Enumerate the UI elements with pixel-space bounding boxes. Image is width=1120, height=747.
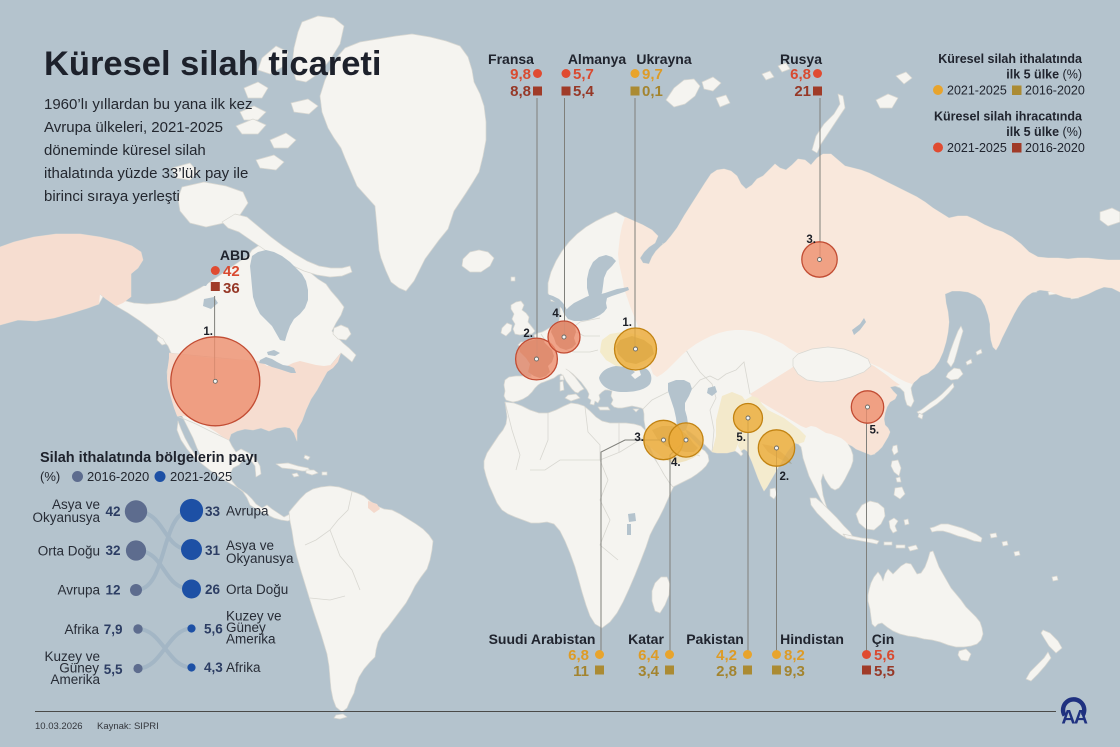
svg-text:Kuzey ve: Kuzey ve bbox=[226, 609, 282, 624]
svg-text:11: 11 bbox=[573, 663, 589, 680]
svg-text:Okyanusya: Okyanusya bbox=[226, 551, 294, 566]
svg-text:2021-2025: 2021-2025 bbox=[947, 84, 1007, 98]
svg-text:Rusya: Rusya bbox=[780, 51, 822, 67]
svg-text:12: 12 bbox=[105, 583, 120, 598]
svg-text:Almanya: Almanya bbox=[568, 51, 627, 67]
svg-text:5,5: 5,5 bbox=[104, 662, 123, 677]
svg-text:Asya ve: Asya ve bbox=[226, 538, 274, 553]
svg-text:3.: 3. bbox=[806, 234, 816, 246]
svg-text:5,4: 5,4 bbox=[573, 83, 595, 100]
svg-text:9,3: 9,3 bbox=[784, 663, 805, 680]
svg-text:5.: 5. bbox=[870, 425, 880, 437]
svg-text:2.: 2. bbox=[780, 471, 790, 483]
svg-text:Avrupa: Avrupa bbox=[57, 583, 100, 598]
svg-text:ilk 5 ülke (%): ilk 5 ülke (%) bbox=[1006, 68, 1082, 82]
svg-text:21: 21 bbox=[794, 83, 811, 100]
svg-text:4.: 4. bbox=[552, 308, 562, 320]
svg-text:Küresel silah ithalatında: Küresel silah ithalatında bbox=[938, 52, 1083, 66]
svg-text:3.: 3. bbox=[634, 432, 644, 444]
svg-text:2,8: 2,8 bbox=[716, 663, 737, 680]
svg-text:Afrika: Afrika bbox=[64, 622, 99, 637]
svg-text:1960’lı yıllardan bu yana ilk: 1960’lı yıllardan bu yana ilk kez bbox=[44, 96, 252, 113]
svg-text:33: 33 bbox=[205, 504, 221, 519]
svg-text:10.03.2026: 10.03.2026 bbox=[35, 721, 83, 732]
svg-text:Suudi Arabistan: Suudi Arabistan bbox=[489, 631, 596, 647]
svg-text:8,2: 8,2 bbox=[784, 647, 805, 664]
svg-text:Kaynak: SIPRI: Kaynak: SIPRI bbox=[97, 721, 159, 732]
svg-text:Avrupa: Avrupa bbox=[226, 504, 269, 519]
svg-text:Katar: Katar bbox=[628, 631, 664, 647]
svg-text:2021-2025: 2021-2025 bbox=[170, 469, 232, 484]
svg-text:5,5: 5,5 bbox=[874, 663, 895, 680]
svg-text:Kuzey ve: Kuzey ve bbox=[44, 649, 100, 664]
svg-text:Küresel silah ticareti: Küresel silah ticareti bbox=[44, 45, 382, 83]
svg-text:9,7: 9,7 bbox=[642, 66, 663, 83]
svg-text:2016-2020: 2016-2020 bbox=[1025, 141, 1085, 155]
svg-text:birinci sıraya yerleşti: birinci sıraya yerleşti bbox=[44, 188, 180, 205]
svg-text:4,2: 4,2 bbox=[716, 647, 737, 664]
svg-text:Avrupa ülkeleri, 2021-2025: Avrupa ülkeleri, 2021-2025 bbox=[44, 119, 223, 136]
svg-text:Küresel silah ihracatında: Küresel silah ihracatında bbox=[934, 110, 1083, 124]
svg-text:2016-2020: 2016-2020 bbox=[87, 469, 149, 484]
svg-text:Okyanusya: Okyanusya bbox=[32, 510, 100, 525]
svg-text:Hindistan: Hindistan bbox=[780, 631, 844, 647]
svg-text:Orta Doğu: Orta Doğu bbox=[38, 544, 100, 559]
svg-text:Ukrayna: Ukrayna bbox=[636, 51, 691, 67]
svg-text:8,8: 8,8 bbox=[510, 83, 531, 100]
svg-text:Fransa: Fransa bbox=[488, 51, 534, 67]
svg-text:Amerika: Amerika bbox=[50, 672, 100, 687]
svg-text:Amerika: Amerika bbox=[226, 632, 276, 647]
svg-text:6,8: 6,8 bbox=[790, 66, 811, 83]
svg-text:Çin: Çin bbox=[872, 631, 895, 647]
svg-text:0,1: 0,1 bbox=[642, 83, 663, 100]
svg-text:9,8: 9,8 bbox=[510, 66, 531, 83]
svg-text:ABD: ABD bbox=[220, 247, 250, 263]
svg-text:Güney: Güney bbox=[59, 661, 99, 676]
svg-text:42: 42 bbox=[105, 504, 120, 519]
svg-text:döneminde küresel silah: döneminde küresel silah bbox=[44, 142, 206, 159]
svg-text:6,4: 6,4 bbox=[638, 647, 660, 664]
svg-text:42: 42 bbox=[223, 263, 240, 280]
svg-text:36: 36 bbox=[223, 280, 240, 297]
svg-text:4,3: 4,3 bbox=[204, 660, 223, 675]
svg-text:2016-2020: 2016-2020 bbox=[1025, 84, 1085, 98]
svg-text:AA: AA bbox=[1061, 707, 1087, 729]
svg-text:1.: 1. bbox=[203, 326, 213, 338]
svg-text:Güney: Güney bbox=[226, 620, 266, 635]
svg-text:5,7: 5,7 bbox=[573, 66, 594, 83]
svg-text:Orta Doğu: Orta Doğu bbox=[226, 582, 288, 597]
svg-text:3,4: 3,4 bbox=[638, 663, 660, 680]
svg-text:5,6: 5,6 bbox=[204, 622, 223, 637]
svg-text:(%): (%) bbox=[40, 469, 60, 484]
svg-text:7,9: 7,9 bbox=[104, 622, 123, 637]
svg-text:Pakistan: Pakistan bbox=[686, 631, 744, 647]
svg-text:26: 26 bbox=[205, 582, 221, 597]
svg-text:Asya ve: Asya ve bbox=[52, 497, 100, 512]
svg-text:ilk 5 ülke (%): ilk 5 ülke (%) bbox=[1006, 125, 1082, 139]
svg-text:32: 32 bbox=[105, 543, 120, 558]
svg-text:5.: 5. bbox=[736, 432, 746, 444]
svg-text:6,8: 6,8 bbox=[568, 647, 589, 664]
svg-text:31: 31 bbox=[205, 543, 221, 558]
svg-text:5,6: 5,6 bbox=[874, 647, 895, 664]
svg-text:ithalatında yüzde 33’lük pay i: ithalatında yüzde 33’lük pay ile bbox=[44, 165, 248, 182]
svg-text:Afrika: Afrika bbox=[226, 660, 261, 675]
svg-text:2021-2025: 2021-2025 bbox=[947, 141, 1007, 155]
svg-text:1.: 1. bbox=[622, 317, 632, 329]
svg-text:2.: 2. bbox=[523, 328, 533, 340]
svg-text:Silah ithalatında bölgelerin p: Silah ithalatında bölgelerin payı bbox=[40, 450, 258, 466]
svg-text:4.: 4. bbox=[671, 457, 681, 469]
